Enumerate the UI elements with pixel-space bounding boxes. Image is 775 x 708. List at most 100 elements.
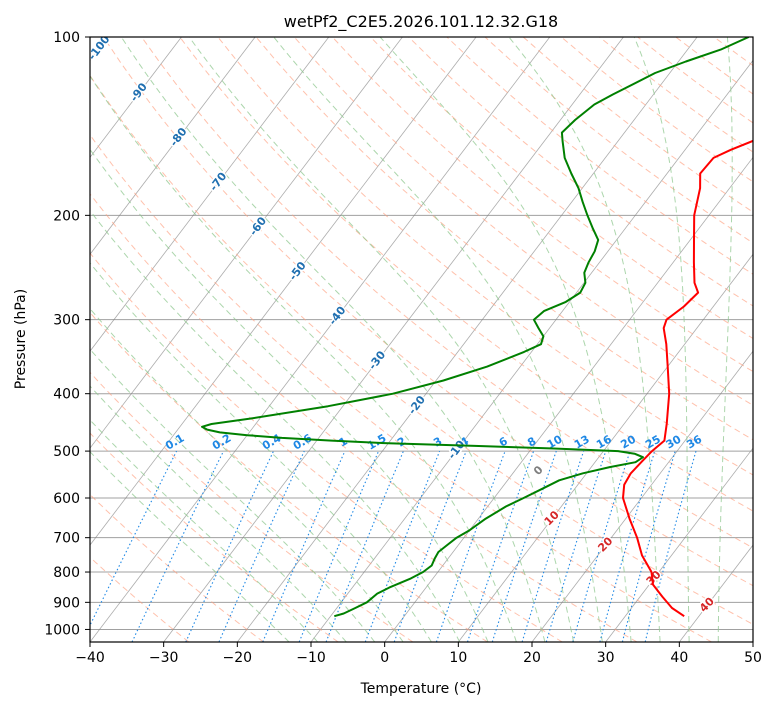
isotherm-line	[605, 447, 753, 642]
moist-adiabat-line	[717, 37, 733, 642]
isotherm-line	[237, 37, 698, 642]
isotherm-label: -60	[247, 214, 270, 238]
isotherm-label: -40	[326, 304, 349, 328]
dry-adiabat-line	[90, 432, 339, 642]
dry-adiabat-line	[141, 37, 753, 549]
mixing-ratio-line	[621, 450, 676, 642]
dry-adiabat-line	[637, 37, 753, 124]
dry-adiabat-line	[217, 37, 753, 476]
moist-adiabat-line	[273, 37, 603, 642]
isotherm-line	[163, 37, 624, 642]
y-tick-label: 400	[53, 387, 80, 403]
dry-adiabat-line	[90, 371, 414, 642]
moist-adiabat-line	[633, 37, 690, 642]
dry-adiabat-line	[751, 37, 753, 39]
mixing-ratio-line	[545, 450, 607, 642]
line-labels: 0.1 0.2 0.4 0.6 1 1.5 2 3 4 6 8 10 13 16 20 25 30 36-100-…	[90, 37, 719, 616]
mixing-ratio-line	[325, 450, 404, 642]
isotherm-line	[90, 37, 330, 352]
moist-adiabat-line	[379, 37, 632, 642]
moist-adiabat-line	[90, 348, 376, 642]
dewpoint-profile	[201, 37, 750, 618]
moist-adiabat-line	[90, 262, 432, 642]
x-tick-label: 0	[380, 650, 389, 666]
dry-adiabat-label: 40	[697, 595, 717, 615]
moist-adiabat-line	[90, 209, 461, 642]
dry-adiabat-line	[90, 74, 753, 625]
dry-adiabat-line	[560, 37, 753, 183]
mixing-ratio-line	[435, 450, 506, 642]
x-tick-label: −40	[75, 650, 105, 666]
mixing-ratio-label: 0.2	[210, 432, 233, 453]
moist-adiabat-line	[120, 37, 546, 642]
x-tick-label: 20	[523, 650, 541, 666]
y-tick-label: 200	[53, 208, 80, 224]
mixing-ratio-line	[491, 450, 557, 642]
moist-adiabat-line	[90, 148, 489, 642]
moist-adiabat-line	[188, 37, 575, 642]
dry-adiabat-line	[332, 37, 753, 373]
isotherm-line	[384, 156, 753, 642]
isotherm-line	[531, 350, 753, 642]
mixing-ratio-line	[298, 450, 380, 642]
mixing-ratio-line	[393, 450, 467, 642]
axes: −40 −30 −20 −10 0 10 20 30 40 5010020030040050060…	[44, 30, 762, 666]
moist-adiabat-line	[90, 307, 404, 642]
x-tick-label: −20	[223, 650, 253, 666]
isotherm-label: -20	[406, 393, 429, 417]
isotherm-label: -90	[128, 80, 151, 104]
mixing-ratio-label: 25	[643, 433, 663, 452]
y-tick-label: 500	[53, 444, 80, 460]
isotherm-line	[458, 253, 753, 642]
y-tick-label: 700	[53, 531, 80, 547]
x-tick-label: 30	[597, 650, 615, 666]
moist-adiabat-line	[90, 419, 319, 642]
mixing-ratio-line	[572, 450, 631, 642]
y-tick-label: 300	[53, 313, 80, 329]
plot-frame	[89, 36, 754, 643]
isotherm-line	[90, 37, 477, 546]
mixing-ratio-label: 20	[618, 432, 638, 451]
moist-adiabat-line	[90, 385, 347, 642]
dry-adiabat-line	[90, 134, 712, 642]
mixing-ratio-label: 30	[664, 432, 684, 451]
x-tick-label: −10	[296, 650, 326, 666]
isotherm-line	[90, 37, 256, 255]
dry-adiabat-line	[179, 37, 753, 512]
temperature-profile	[622, 139, 753, 618]
mixing-ratio-label: 16	[594, 432, 614, 451]
x-tick-label: 10	[449, 650, 467, 666]
mixing-ratio-line	[218, 450, 305, 642]
x-tick-label: 40	[670, 650, 688, 666]
x-axis-title: Temperature (°C)	[360, 681, 482, 697]
dry-adiabat-line	[90, 493, 264, 642]
mixing-ratio-line	[521, 450, 585, 642]
dry-adiabat-line	[293, 37, 753, 406]
isotherm-line	[752, 641, 753, 642]
mixing-ratio-label: 0.6	[291, 431, 315, 452]
dry-adiabat-line	[522, 37, 753, 213]
y-axis-title: Pressure (hPa)	[13, 289, 29, 389]
mixing-ratio-line	[466, 450, 535, 642]
mixing-ratio-line	[599, 450, 656, 642]
isotherm-label: -70	[207, 170, 230, 194]
y-tick-label: 900	[53, 595, 80, 611]
mixing-ratio-line	[90, 450, 178, 627]
y-tick-label: 600	[53, 491, 80, 507]
y-tick-label: 800	[53, 565, 80, 581]
isotherm-label: -80	[167, 125, 190, 149]
isotherm-label: -30	[366, 348, 389, 372]
profiles	[201, 37, 753, 618]
dry-adiabat-line	[370, 37, 753, 340]
dry-adiabat-line	[90, 252, 563, 642]
dry-adiabat-line	[446, 37, 753, 275]
dry-adiabat-line	[90, 311, 488, 642]
x-tick-label: −30	[149, 650, 179, 666]
mixing-ratio-line	[262, 450, 346, 642]
y-tick-label: 100	[53, 30, 80, 46]
mixing-ratio-line	[644, 450, 697, 642]
zero-isotherm-label: 0	[531, 463, 546, 478]
moist-adiabat-line	[90, 451, 290, 642]
dry-adiabat-line	[255, 37, 753, 441]
